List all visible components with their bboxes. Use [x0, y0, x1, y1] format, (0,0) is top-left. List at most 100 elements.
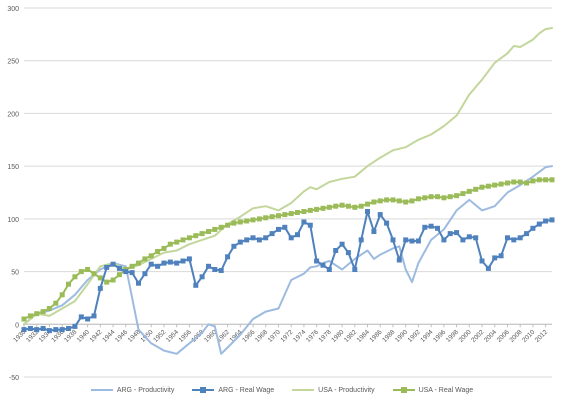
data-point-usa-real-wage	[492, 182, 498, 188]
x-tick-label: 1974	[292, 328, 307, 343]
data-point-arg-real-wage	[40, 326, 46, 331]
data-point-arg-real-wage	[21, 327, 27, 333]
x-tick-label: 1952	[152, 328, 167, 343]
data-point-usa-real-wage	[116, 272, 122, 278]
data-point-usa-real-wage	[428, 194, 434, 200]
y-tick-label: -50	[9, 375, 19, 382]
legend-swatch-usa-productivity	[292, 386, 315, 394]
series-line-arg-real-wage	[23, 210, 553, 332]
data-point-arg-real-wage	[441, 237, 447, 243]
data-point-arg-real-wage	[530, 225, 536, 231]
data-point-arg-real-wage	[390, 237, 396, 243]
data-point-arg-real-wage	[339, 241, 345, 247]
data-point-usa-real-wage	[524, 180, 530, 186]
data-point-usa-real-wage	[435, 194, 440, 200]
data-point-usa-real-wage	[396, 198, 402, 204]
data-point-arg-real-wage	[186, 256, 192, 262]
data-point-arg-real-wage	[314, 258, 320, 264]
y-tick-label: 150	[7, 164, 19, 171]
x-tick-label: 1994	[419, 328, 434, 343]
data-point-usa-real-wage	[543, 177, 549, 183]
x-tick-label: 1970	[267, 328, 282, 343]
data-point-usa-real-wage	[174, 239, 180, 245]
x-tick-label: 1942	[89, 328, 104, 343]
legend-swatch-arg-real-wage	[192, 386, 215, 394]
series-line-usa-real-wage	[23, 178, 553, 320]
data-point-arg-real-wage	[161, 260, 167, 266]
data-point-usa-real-wage	[212, 226, 218, 232]
x-tick-label: 1964	[229, 328, 244, 343]
data-point-usa-real-wage	[371, 199, 377, 205]
data-point-usa-real-wage	[441, 195, 447, 201]
data-point-arg-real-wage	[174, 260, 180, 266]
data-point-usa-real-wage	[333, 203, 339, 209]
data-point-arg-real-wage	[295, 232, 300, 238]
data-point-usa-real-wage	[110, 277, 116, 283]
x-tick-label: 1996	[432, 328, 447, 343]
data-point-usa-real-wage	[498, 181, 504, 187]
data-point-usa-real-wage	[155, 249, 161, 254]
data-point-arg-real-wage	[110, 261, 116, 267]
data-point-usa-real-wage	[206, 229, 211, 234]
data-point-usa-real-wage	[295, 210, 300, 215]
data-point-usa-real-wage	[250, 217, 256, 223]
gridlines	[24, 7, 552, 378]
data-point-arg-real-wage	[231, 243, 237, 249]
x-tick-label: 1990	[394, 328, 409, 343]
data-point-usa-real-wage	[72, 274, 78, 280]
x-tick-label: 1980	[330, 328, 345, 343]
data-point-usa-real-wage	[256, 216, 262, 222]
data-point-arg-real-wage	[34, 327, 40, 333]
legend-label-usa-real-wage: USA - Real Wage	[418, 386, 474, 394]
x-tick-label: 1976	[305, 328, 320, 343]
data-point-arg-real-wage	[206, 263, 211, 269]
data-point-usa-real-wage	[53, 300, 59, 306]
data-point-usa-real-wage	[21, 316, 27, 322]
data-point-usa-real-wage	[505, 180, 510, 186]
x-tick-label: 2006	[496, 328, 511, 343]
x-axis: 1930193219341936193819401942194419461948…	[12, 323, 552, 344]
data-point-arg-real-wage	[384, 220, 390, 226]
data-point-usa-real-wage	[384, 197, 390, 203]
data-point-arg-real-wage	[460, 237, 466, 243]
data-point-usa-real-wage	[231, 220, 237, 226]
data-point-arg-real-wage	[498, 253, 504, 259]
data-point-usa-real-wage	[66, 281, 71, 287]
data-point-usa-real-wage	[237, 219, 243, 225]
data-point-arg-real-wage	[288, 235, 294, 241]
x-tick-label: 1972	[279, 328, 294, 343]
data-point-arg-real-wage	[301, 219, 307, 225]
data-point-usa-real-wage	[148, 253, 154, 259]
legend-swatch-arg-productivity	[90, 386, 113, 394]
data-point-usa-real-wage	[485, 183, 491, 189]
data-point-arg-real-wage	[492, 255, 498, 261]
data-point-arg-real-wage	[352, 267, 358, 272]
legend: ARG - Productivity ARG - Real Wage USA -…	[0, 386, 564, 394]
y-tick-label: 0	[15, 322, 19, 329]
data-point-usa-real-wage	[282, 212, 288, 218]
data-point-usa-real-wage	[167, 241, 173, 247]
data-point-arg-real-wage	[104, 264, 110, 270]
data-point-usa-real-wage	[276, 213, 281, 219]
legend-label-arg-productivity: ARG - Productivity	[116, 386, 175, 394]
data-point-arg-real-wage	[218, 268, 224, 273]
data-point-usa-real-wage	[320, 205, 326, 211]
data-point-arg-real-wage	[333, 248, 339, 253]
data-point-arg-real-wage	[320, 262, 326, 268]
data-point-arg-real-wage	[85, 316, 91, 322]
data-point-arg-real-wage	[479, 258, 485, 264]
data-point-usa-real-wage	[244, 218, 250, 224]
data-point-arg-real-wage	[193, 282, 199, 288]
x-tick-label: 1940	[76, 328, 91, 343]
data-point-usa-real-wage	[218, 224, 224, 230]
data-point-arg-real-wage	[123, 269, 129, 275]
data-point-usa-real-wage	[473, 186, 479, 192]
data-point-arg-real-wage	[511, 237, 517, 243]
data-point-usa-real-wage	[199, 231, 205, 237]
y-tick-label: 250	[7, 59, 19, 66]
data-point-usa-real-wage	[326, 204, 332, 210]
data-point-arg-real-wage	[263, 235, 269, 241]
data-point-usa-real-wage	[129, 263, 135, 269]
data-point-usa-real-wage	[269, 214, 275, 220]
data-point-usa-real-wage	[365, 201, 370, 207]
